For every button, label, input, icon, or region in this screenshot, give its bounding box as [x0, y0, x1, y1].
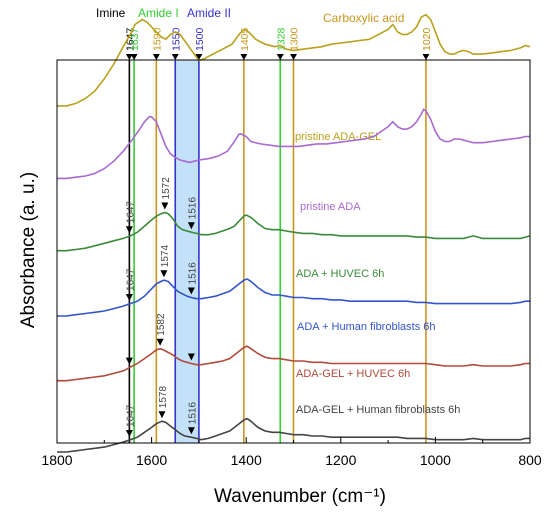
- peak-arrow-2: [187, 222, 195, 230]
- group-headers: Imine Amide I Amide II Carboxylic acid: [96, 6, 404, 25]
- peak-annotations: 1647 1572 1516 1647 1574 1516 1582 1647 1578 1516: [125, 177, 198, 438]
- reference-label-1590: 1590: [151, 27, 163, 51]
- series-line-3: [57, 211, 531, 252]
- peak-label-2: 1516: [187, 197, 198, 220]
- series-line-4: [57, 278, 530, 317]
- peak-arrow-1: [161, 202, 169, 210]
- peak-arrow-0: [125, 226, 133, 234]
- peak-arrow-6: [125, 357, 133, 365]
- amide-ii-band-rect: [175, 60, 199, 443]
- reference-arrow-1637: [130, 54, 138, 60]
- peak-label-9: 1647: [125, 404, 136, 427]
- reference-arrow-1328: [276, 54, 284, 60]
- group-header-2: Amide I: [138, 6, 179, 20]
- peak-arrow-7: [156, 338, 164, 346]
- series-label-2: pristine ADA: [300, 201, 361, 213]
- reference-label-1637: 1637: [129, 27, 141, 51]
- peak-arrow-10: [158, 411, 166, 419]
- reference-arrow-1405: [240, 54, 248, 60]
- x-tick-label-800: 800: [518, 452, 542, 468]
- peak-label-7: 1582: [156, 313, 167, 336]
- peak-label-4: 1574: [160, 245, 171, 268]
- x-axis-label: Wavenumber (cm⁻¹): [214, 486, 386, 507]
- series-label-1: pristine ADA-GEL: [295, 131, 381, 143]
- reference-arrow-1020: [422, 54, 430, 60]
- x-tick-label-1200: 1200: [325, 452, 356, 468]
- reference-label-1328: 1328: [275, 27, 287, 51]
- group-header-3: Amide II: [187, 6, 231, 20]
- reference-label-1405: 1405: [239, 27, 251, 51]
- reference-arrow-1500: [195, 54, 203, 60]
- peak-arrow-3: [125, 293, 133, 301]
- x-tick-label-1000: 1000: [420, 452, 451, 468]
- peak-label-5: 1516: [187, 262, 198, 285]
- reference-label-1550: 1550: [170, 27, 182, 51]
- group-header-4: Carboxylic acid: [323, 11, 404, 25]
- peak-arrow-4: [160, 270, 168, 278]
- series-line-6: [57, 417, 530, 453]
- reference-label-1300: 1300: [289, 27, 301, 51]
- peak-label-11: 1516: [187, 402, 198, 425]
- peak-arrow-5: [187, 287, 195, 295]
- x-tick-label-1800: 1800: [41, 452, 72, 468]
- peak-arrow-9: [125, 430, 133, 438]
- x-axis-ticks: 1800 1600 1400 1200 1000 800: [41, 437, 542, 468]
- reference-arrow-1550: [171, 54, 179, 60]
- x-tick-label-1400: 1400: [231, 452, 262, 468]
- peak-arrow-8: [187, 353, 195, 361]
- series-line-2: [57, 108, 530, 180]
- series-line-1: [57, 13, 531, 107]
- peak-label-3: 1647: [125, 268, 136, 291]
- series-label-4: ADA + Human fibroblasts 6h: [297, 321, 436, 333]
- reference-arrow-1300: [290, 54, 297, 60]
- x-tick-label-1600: 1600: [136, 452, 167, 468]
- peak-arrow-11: [187, 427, 195, 435]
- spectra-series: pristine ADA-GEL pristine ADA ADA + HUVEC …: [57, 13, 531, 453]
- series-label-3: ADA + HUVEC 6h: [296, 268, 384, 280]
- reference-label-1500: 1500: [194, 27, 206, 51]
- y-axis-label: Absorbance (a. u.): [18, 172, 39, 328]
- peak-label-0: 1647: [125, 201, 136, 224]
- reference-arrow-1647: [125, 54, 133, 60]
- series-line-5: [57, 345, 530, 382]
- amide-ii-band: [175, 60, 199, 443]
- reference-label-1020: 1020: [421, 27, 433, 51]
- reference-label-1647: 1647: [124, 27, 136, 51]
- series-label-5: ADA-GEL + HUVEC 6h: [296, 368, 410, 380]
- series-label-6: ADA-GEL + Human fibroblasts 6h: [296, 404, 460, 416]
- peak-label-1: 1572: [161, 177, 172, 200]
- peak-label-10: 1578: [158, 386, 169, 409]
- reference-arrow-1590: [152, 54, 160, 60]
- group-header-1: Imine: [96, 6, 126, 20]
